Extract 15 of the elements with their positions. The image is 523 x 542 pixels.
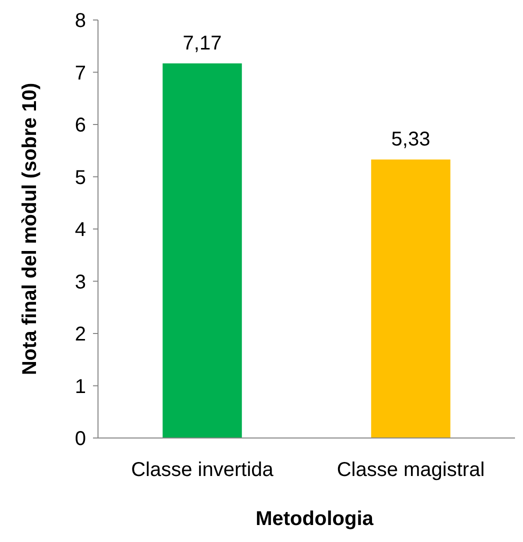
y-tick-label: 1 [74, 376, 86, 398]
y-tick-label: 7 [74, 62, 86, 84]
x-tick-label: Classe magistral [336, 459, 485, 481]
y-tick-label: 3 [74, 271, 86, 294]
y-tick-label: 8 [74, 10, 86, 32]
data-label: 5,33 [391, 128, 430, 151]
y-axis-title: Nota final del mòdul (sobre 10) [19, 82, 41, 376]
data-label: 7,17 [182, 32, 222, 54]
y-tick-label: 6 [74, 114, 86, 136]
x-axis-title: Metodologia [256, 508, 374, 530]
x-tick-label: Classe invertida [131, 459, 274, 481]
y-tick-label: 5 [74, 166, 86, 189]
y-tick-label: 0 [74, 428, 86, 450]
y-tick-label: 4 [74, 219, 86, 241]
y-tick-label: 2 [74, 324, 86, 346]
